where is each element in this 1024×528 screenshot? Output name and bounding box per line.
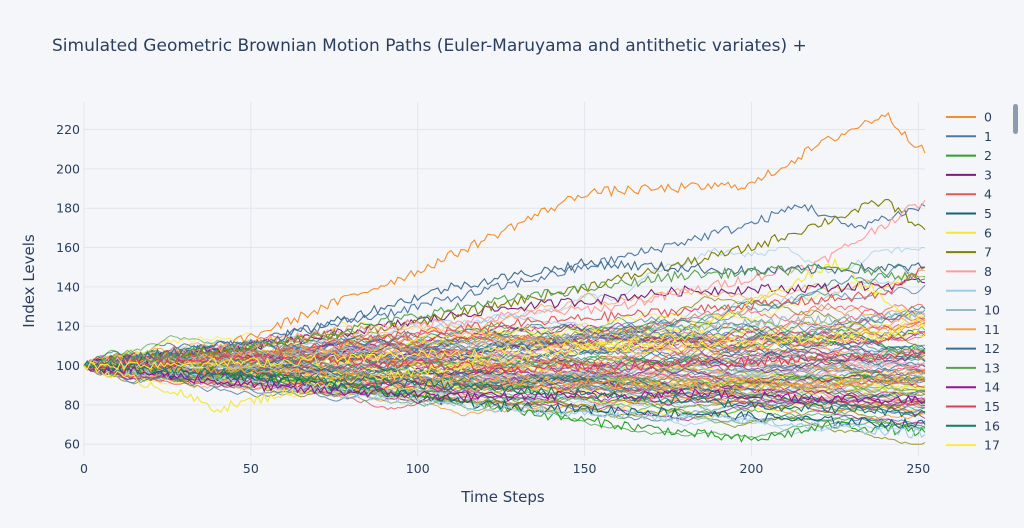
simulated-path (83, 357, 926, 384)
legend-label: 0 (984, 110, 992, 125)
series-line-13[interactable] (83, 261, 926, 368)
series-line-5[interactable] (83, 361, 926, 430)
legend-item-9[interactable]: 9 (946, 283, 992, 298)
series-line-9[interactable] (83, 360, 926, 439)
legend-item-14[interactable]: 14 (946, 380, 1000, 395)
legend-label: 15 (984, 399, 1000, 414)
legend-label: 9 (984, 283, 992, 298)
x-tick-label: 250 (906, 461, 930, 476)
x-tick-label: 150 (573, 461, 597, 476)
legend-label: 17 (984, 438, 1000, 453)
legend-label: 7 (984, 245, 992, 260)
legend-label: 12 (984, 341, 1000, 356)
legend-label: 6 (984, 225, 992, 240)
legend-item-12[interactable]: 12 (946, 341, 1000, 356)
legend-item-8[interactable]: 8 (946, 264, 992, 279)
legend-label: 2 (984, 148, 992, 163)
legend-label: 5 (984, 206, 992, 221)
simulated-path (83, 351, 926, 409)
simulated-path (83, 274, 926, 368)
legend-scrollbar[interactable] (1013, 104, 1018, 134)
y-tick-label: 60 (64, 437, 80, 452)
legend-item-10[interactable]: 10 (946, 303, 1000, 318)
legend-label: 10 (984, 303, 1000, 318)
legend-item-4[interactable]: 4 (946, 187, 992, 202)
simulated-path (83, 342, 926, 420)
simulated-path (83, 351, 926, 391)
legend-item-3[interactable]: 3 (946, 167, 992, 182)
legend-label: 14 (984, 380, 1000, 395)
y-tick-label: 220 (56, 122, 80, 137)
series-line-16[interactable] (83, 360, 926, 418)
series-line-4[interactable] (83, 266, 926, 370)
legend-label: 1 (984, 129, 992, 144)
legend-item-6[interactable]: 6 (946, 225, 992, 240)
legend-label: 13 (984, 360, 1000, 375)
legend-label: 4 (984, 187, 992, 202)
legend-item-17[interactable]: 17 (946, 438, 1000, 453)
x-tick-label: 0 (80, 461, 88, 476)
series-line-10[interactable] (83, 310, 926, 372)
x-tick-label: 50 (243, 461, 259, 476)
axes: 0 50 100 150 200 250 60 80 100 120 140 160 180 200 220 (56, 122, 930, 476)
y-tick-label: 200 (56, 161, 80, 176)
series-line-6[interactable] (83, 257, 926, 414)
legend-item-1[interactable]: 1 (946, 129, 992, 144)
series-line-11[interactable] (83, 361, 926, 395)
legend-label: 3 (984, 167, 992, 182)
y-tick-label: 140 (56, 279, 80, 294)
x-axis-title: Time Steps (460, 488, 545, 506)
simulated-path (83, 363, 926, 399)
legend-item-2[interactable]: 2 (946, 148, 992, 163)
y-tick-label: 120 (56, 319, 80, 334)
legend-item-0[interactable]: 0 (946, 110, 992, 125)
x-tick-label: 100 (406, 461, 430, 476)
legend-item-15[interactable]: 15 (946, 399, 1000, 414)
series-line-17[interactable] (83, 330, 926, 371)
simulated-path (83, 318, 926, 369)
simulated-path (83, 334, 926, 374)
chart-title: Simulated Geometric Brownian Motion Path… (52, 36, 807, 56)
y-axis-title: Index Levels (20, 234, 38, 328)
legend-item-13[interactable]: 13 (946, 360, 1000, 375)
series-lines (83, 111, 926, 445)
legend-label: 11 (984, 322, 1000, 337)
simulated-path (83, 362, 926, 388)
legend-label: 16 (984, 418, 1000, 433)
y-tick-label: 100 (56, 358, 80, 373)
legend-item-16[interactable]: 16 (946, 418, 1000, 433)
y-tick-label: 160 (56, 240, 80, 255)
legend-item-11[interactable]: 11 (946, 322, 1000, 337)
series-line-15[interactable] (83, 348, 926, 374)
y-tick-label: 180 (56, 201, 80, 216)
legend-item-7[interactable]: 7 (946, 245, 992, 260)
x-tick-label: 200 (740, 461, 764, 476)
legend-item-5[interactable]: 5 (946, 206, 992, 221)
y-tick-label: 80 (64, 397, 80, 412)
legend-label: 8 (984, 264, 992, 279)
